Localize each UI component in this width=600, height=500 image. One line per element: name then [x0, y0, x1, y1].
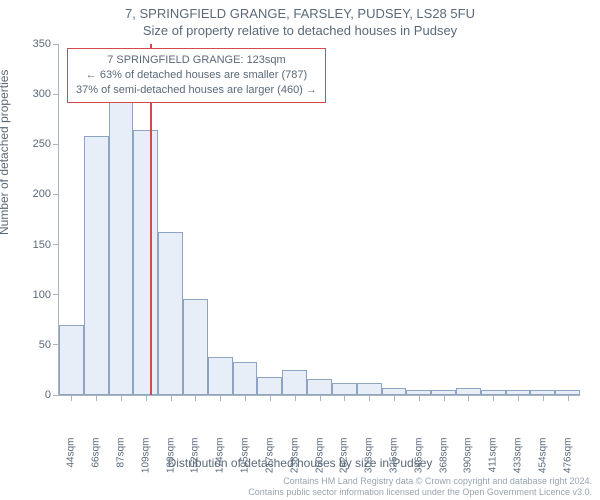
y-tick-label: 350 [23, 38, 51, 50]
x-tick [295, 395, 296, 401]
y-tick-label: 150 [23, 239, 51, 251]
x-tick [195, 395, 196, 401]
y-tick [53, 94, 59, 95]
y-tick-label: 200 [23, 188, 51, 200]
x-tick [270, 395, 271, 401]
y-tick [53, 244, 59, 245]
x-tick [146, 395, 147, 401]
y-axis-label: Number of detached properties [0, 70, 11, 235]
x-tick [444, 395, 445, 401]
plot-area: 05010015020025030035044sqm66sqm87sqm109s… [58, 44, 580, 396]
y-tick-label: 50 [23, 339, 51, 351]
histogram-bar [183, 299, 208, 395]
legend-line: 7 SPRINGFIELD GRANGE: 123sqm [76, 53, 317, 68]
footer-line-1: Contains HM Land Registry data © Crown c… [0, 476, 592, 487]
x-tick [121, 395, 122, 401]
histogram-bar [208, 357, 233, 395]
legend-line: ← 63% of detached houses are smaller (78… [76, 68, 317, 83]
x-tick [394, 395, 395, 401]
x-tick [543, 395, 544, 401]
legend-box: 7 SPRINGFIELD GRANGE: 123sqm← 63% of det… [67, 48, 326, 103]
x-tick [369, 395, 370, 401]
x-tick [71, 395, 72, 401]
footer-attribution: Contains HM Land Registry data © Crown c… [0, 476, 600, 499]
title-block: 7, SPRINGFIELD GRANGE, FARSLEY, PUDSEY, … [0, 6, 600, 38]
y-tick [53, 144, 59, 145]
histogram-bar [332, 383, 357, 395]
histogram-bar [233, 362, 258, 395]
y-tick [53, 194, 59, 195]
histogram-bar [109, 100, 134, 395]
x-tick [419, 395, 420, 401]
title-sub: Size of property relative to detached ho… [0, 23, 600, 38]
y-tick-label: 250 [23, 138, 51, 150]
y-tick [53, 294, 59, 295]
y-tick-label: 300 [23, 88, 51, 100]
histogram-bar [257, 377, 282, 395]
y-tick-label: 100 [23, 289, 51, 301]
x-tick [568, 395, 569, 401]
y-tick [53, 44, 59, 45]
x-tick [468, 395, 469, 401]
x-tick [220, 395, 221, 401]
histogram-bar [307, 379, 332, 395]
histogram-bar [59, 325, 84, 395]
x-axis-label: Distribution of detached houses by size … [0, 456, 600, 470]
histogram-bar [456, 388, 481, 395]
histogram-bar [382, 388, 407, 395]
histogram-bar [282, 370, 307, 395]
chart-container: 7, SPRINGFIELD GRANGE, FARSLEY, PUDSEY, … [0, 0, 600, 500]
histogram-bar [133, 130, 158, 395]
histogram-bar [357, 383, 382, 395]
histogram-bar [84, 136, 109, 395]
x-tick [320, 395, 321, 401]
x-tick [171, 395, 172, 401]
legend-line: 37% of semi-detached houses are larger (… [76, 83, 317, 98]
x-tick [245, 395, 246, 401]
footer-line-2: Contains public sector information licen… [0, 487, 592, 498]
y-tick-label: 0 [23, 389, 51, 401]
x-tick [518, 395, 519, 401]
x-tick [344, 395, 345, 401]
title-main: 7, SPRINGFIELD GRANGE, FARSLEY, PUDSEY, … [0, 6, 600, 23]
histogram-bar [158, 232, 183, 395]
x-tick [96, 395, 97, 401]
x-tick [493, 395, 494, 401]
